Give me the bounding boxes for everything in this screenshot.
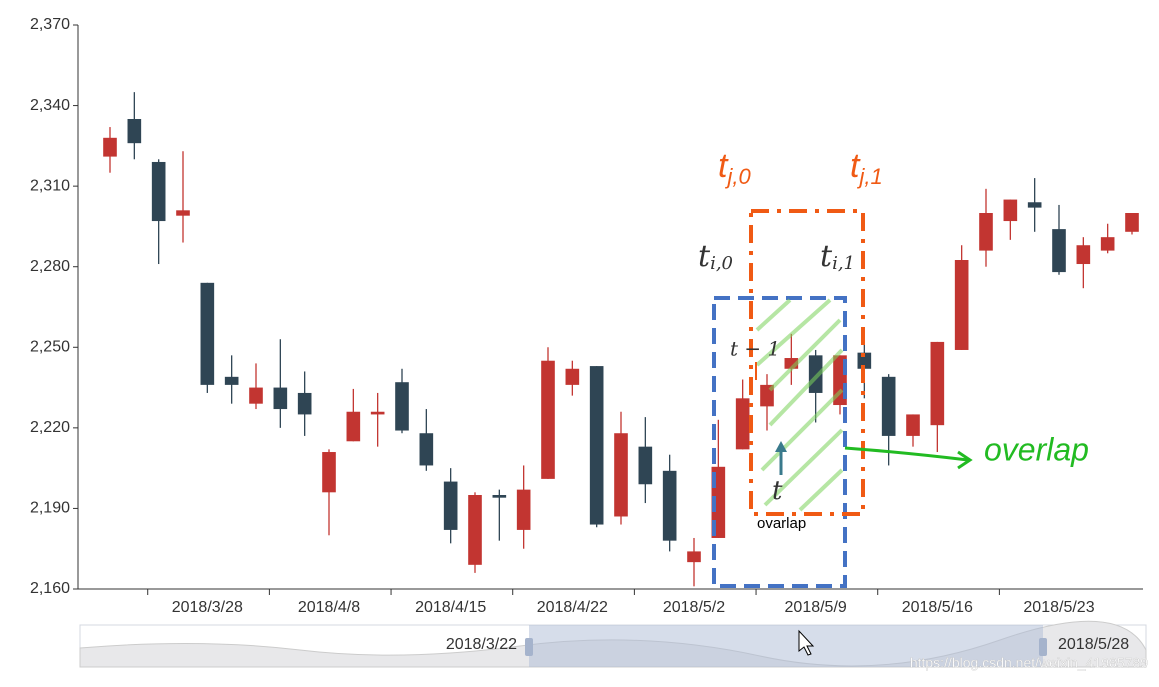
t-arrow-head [775, 441, 787, 452]
candle-body [249, 387, 263, 404]
annotation-ti1: ti,1 [820, 239, 855, 274]
annotation-t: t [772, 476, 783, 506]
candle-body [370, 411, 385, 415]
candle-body [589, 366, 604, 525]
candle-body [1052, 229, 1066, 273]
y-tick-label: 2,340 [30, 97, 70, 114]
candle-body [151, 161, 166, 222]
y-tick-label: 2,220 [30, 419, 70, 436]
candle-body [1076, 245, 1091, 265]
candle-body [443, 481, 458, 530]
watermark: https://blog.csdn.net/weixin_41985789 [910, 655, 1148, 671]
candle-body [735, 398, 750, 450]
y-tick-label: 2,310 [30, 177, 70, 194]
x-tick-label: 2018/4/8 [298, 599, 360, 616]
candle-body [930, 341, 945, 426]
candle-body [224, 376, 239, 385]
x-tick-label: 2018/5/2 [663, 599, 725, 616]
candle-body [1125, 213, 1139, 232]
candle-body [1003, 199, 1018, 222]
window-j [749, 209, 865, 516]
y-tick-label: 2,190 [30, 500, 70, 517]
candle-body [419, 433, 434, 466]
candle-body [176, 210, 190, 216]
zoom-selection[interactable] [529, 625, 1043, 667]
zoom-start-label: 2018/3/22 [446, 636, 517, 653]
candle-body [516, 489, 531, 530]
x-tick-label: 2018/4/22 [537, 599, 608, 616]
candle-body [1027, 202, 1042, 208]
candle-body [1100, 237, 1115, 251]
candle-body [273, 387, 288, 410]
x-tick-label: 2018/3/28 [172, 599, 243, 616]
candle-body [468, 495, 482, 565]
y-tick-label: 2,160 [30, 580, 70, 597]
candle-body [662, 470, 677, 541]
candle-body [687, 551, 701, 563]
candle-body [857, 352, 872, 369]
zoom-end-label: 2018/5/28 [1058, 636, 1129, 653]
candle-body [881, 376, 896, 436]
y-tick-label: 2,280 [30, 258, 70, 275]
candle-body [541, 360, 555, 479]
x-tick-label: 2018/5/9 [785, 599, 847, 616]
y-tick-label: 2,370 [30, 16, 70, 33]
x-tick-label: 2018/5/16 [902, 599, 973, 616]
candle-body [614, 433, 628, 517]
candle-body [346, 411, 361, 442]
annotation-overlap: overlap [984, 431, 1089, 467]
overlap-hatch [755, 298, 844, 512]
x-tick-label: 2018/4/15 [415, 599, 486, 616]
candle-body [200, 282, 215, 385]
annotation-t-minus-1: t − 1 [730, 337, 780, 361]
candles [103, 92, 1139, 587]
candle-body [565, 368, 580, 385]
candle-body [322, 452, 336, 493]
annotation-ti0: ti,0 [698, 239, 733, 274]
candle-body [784, 358, 799, 369]
x-tick-label: 2018/5/23 [1023, 599, 1094, 616]
y-tick-label: 2,250 [30, 339, 70, 356]
overlap-arrow-head [957, 450, 973, 470]
candle-body [103, 137, 117, 157]
zoom-handle-start[interactable] [525, 638, 533, 656]
cursor [798, 629, 815, 656]
annotation-tj1: tj,1 [850, 147, 883, 189]
window-i [712, 296, 847, 588]
overlap-arrow [844, 446, 969, 462]
candle-body [492, 495, 507, 498]
candle-body [127, 119, 142, 144]
annotation-ovarlap: ovarlap [757, 515, 806, 532]
candle-body [638, 446, 653, 485]
annotation-tj0: tj,0 [718, 147, 751, 189]
candle-body [954, 260, 969, 350]
candle-body [979, 213, 993, 251]
candle-body [906, 414, 920, 436]
zoom-handle-end[interactable] [1039, 638, 1047, 656]
candle-body [297, 392, 312, 415]
candle-body [395, 382, 409, 431]
